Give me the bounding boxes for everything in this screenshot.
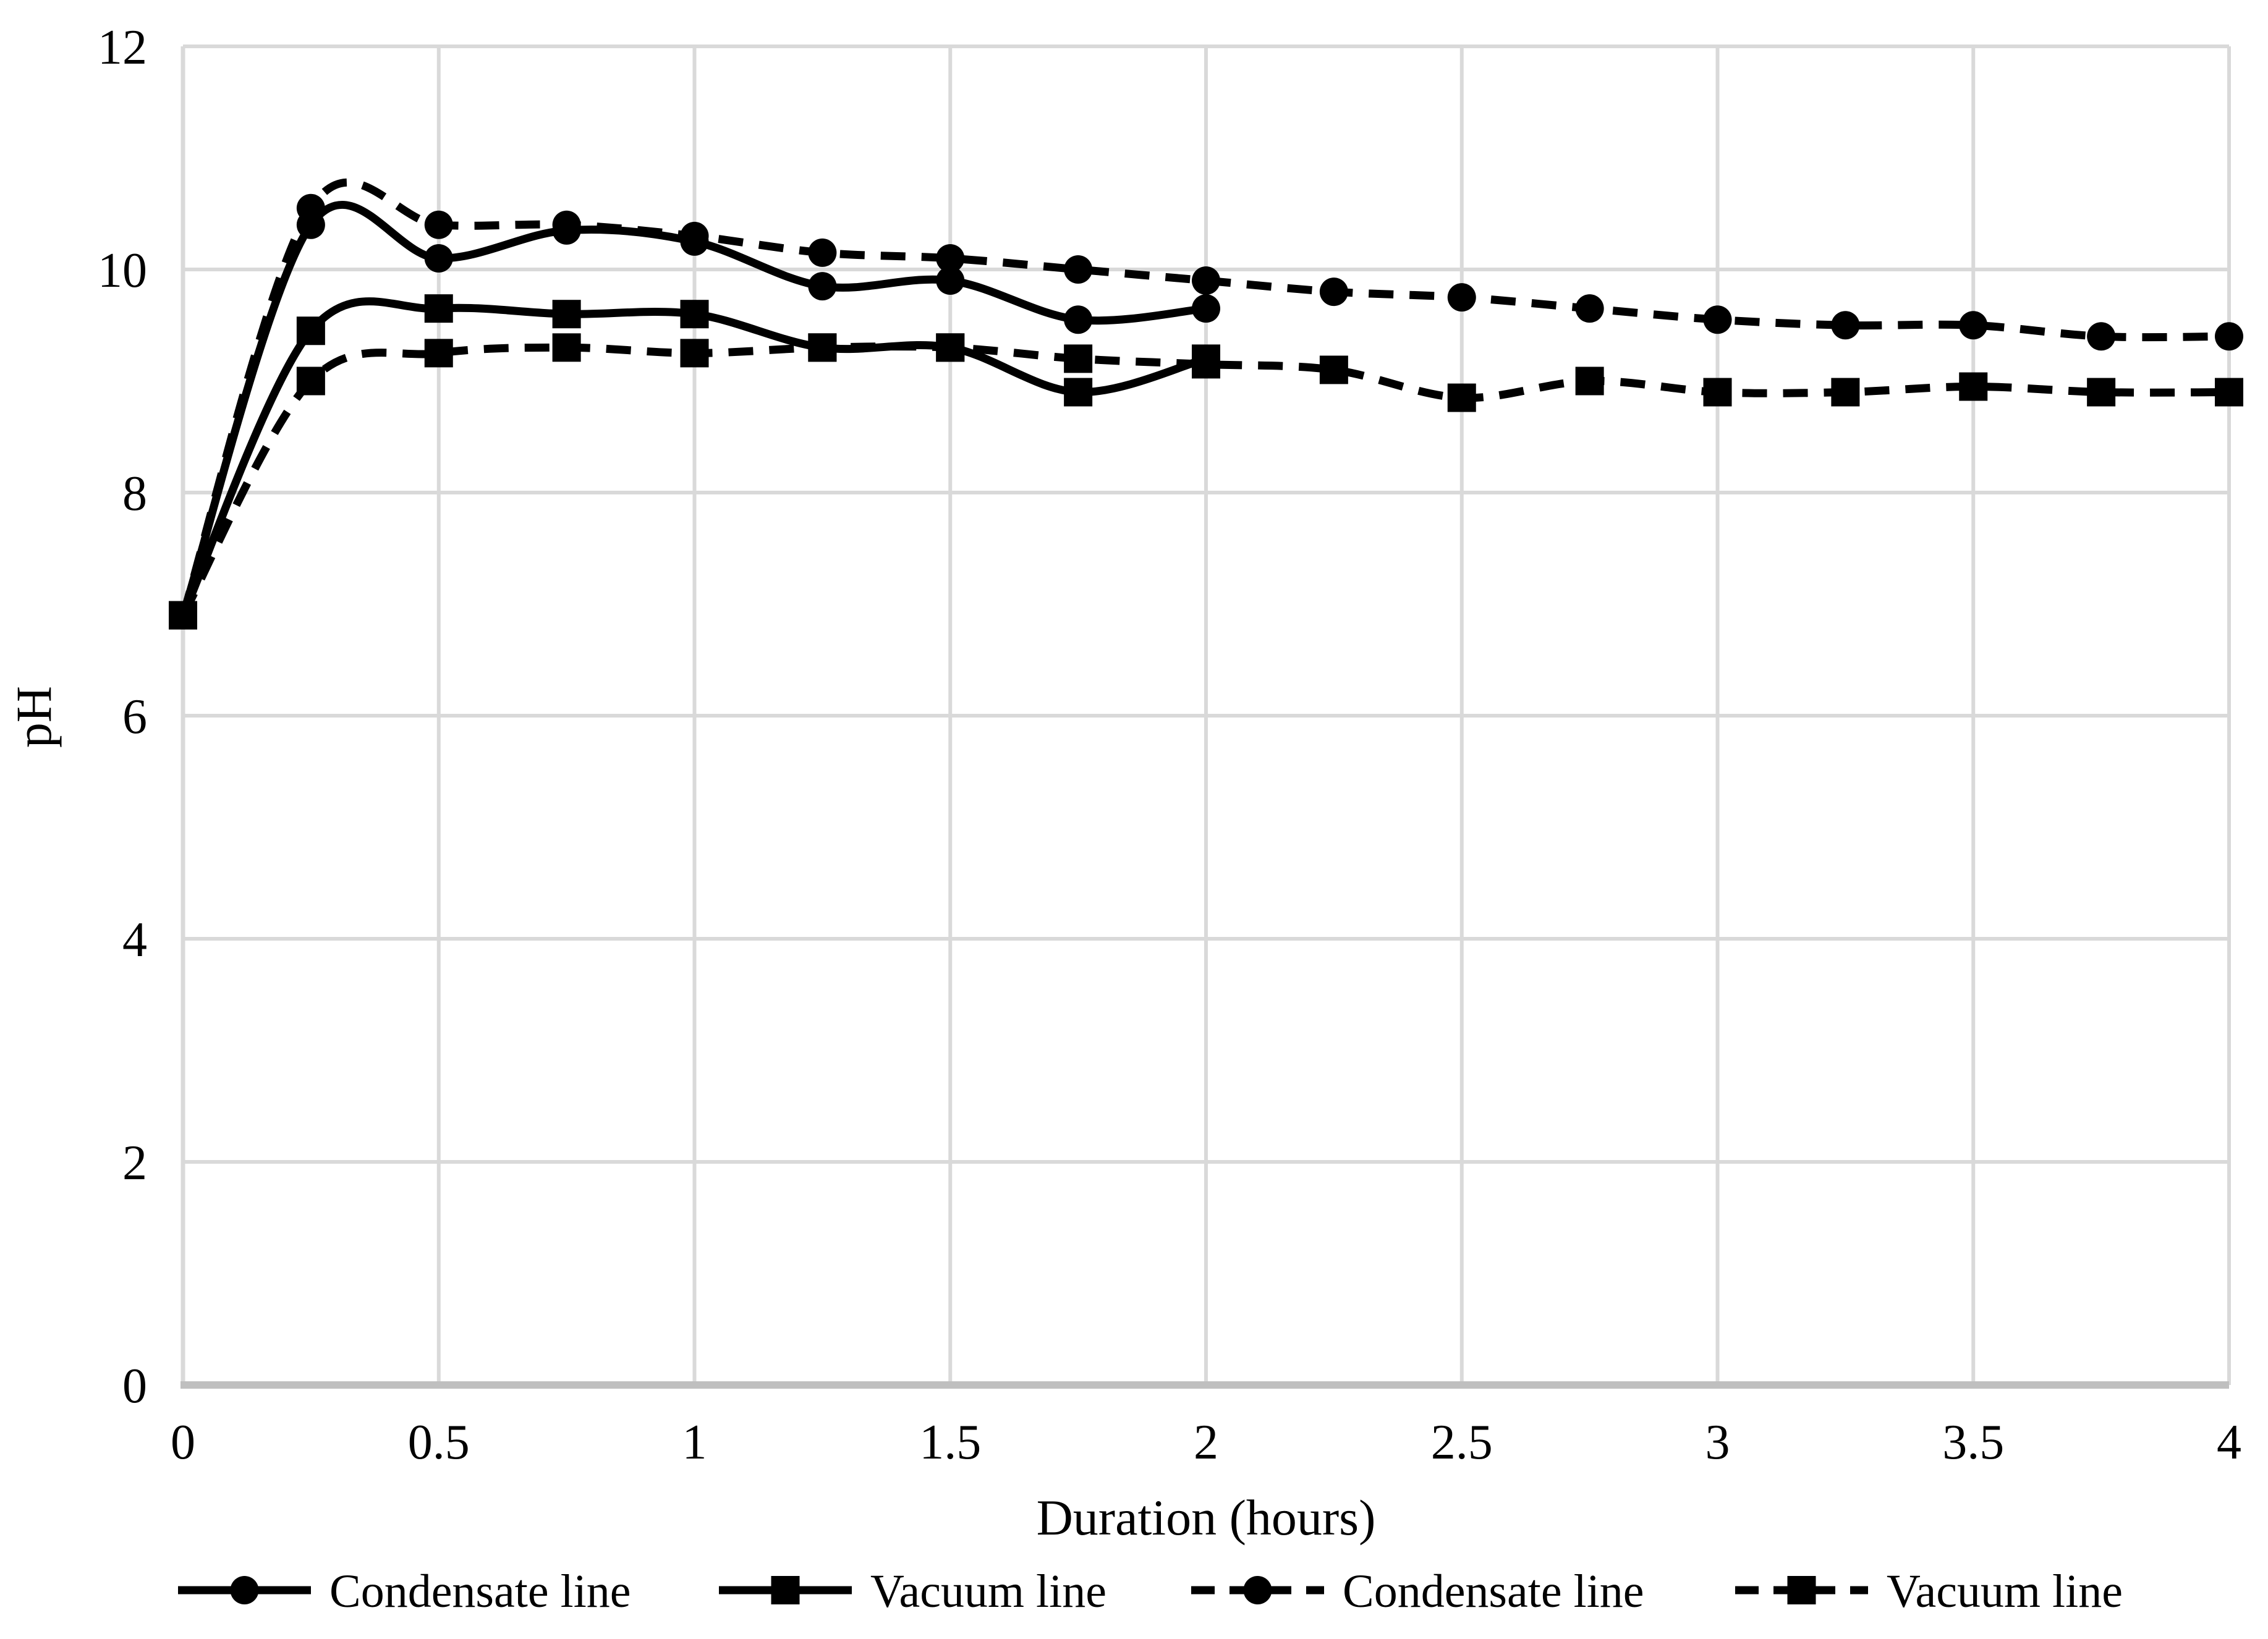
y-tick-label: 4 [122, 913, 147, 967]
legend-item-3: Condensate line [1191, 1565, 1644, 1617]
legend-label: Condensate line [1343, 1565, 1644, 1617]
x-tick-label: 3 [1705, 1415, 1730, 1470]
circle-marker [936, 266, 965, 295]
legend-label: Vacuum line [1887, 1565, 2123, 1617]
circle-marker [1192, 294, 1220, 323]
x-tick-label: 0.5 [408, 1415, 470, 1470]
square-marker [1703, 378, 1732, 407]
circle-marker [808, 238, 837, 267]
square-marker [2215, 378, 2243, 407]
square-marker [1959, 372, 1988, 401]
square-marker [1064, 344, 1093, 373]
square-marker [552, 333, 581, 362]
circle-marker [1831, 311, 1860, 340]
square-marker [552, 300, 581, 329]
square-marker [1575, 366, 1604, 396]
circle-marker [1959, 311, 1988, 340]
square-marker [169, 601, 197, 630]
square-marker [1319, 355, 1348, 384]
series-condensate-line-dashed [169, 178, 2243, 630]
legend-item-1: Condensate line [178, 1565, 631, 1617]
legend: Condensate line Vacuum line Condensate lin… [178, 1565, 2123, 1617]
y-tick-labels: 0 2 4 6 8 10 12 [98, 20, 147, 1413]
square-marker [1064, 378, 1093, 407]
x-axis-title: Duration (hours) [1037, 1489, 1376, 1546]
circle-marker [1575, 294, 1604, 323]
circle-marker [2215, 322, 2243, 351]
circle-marker [2087, 322, 2116, 351]
circle-marker [424, 244, 453, 273]
legend-item-2: Vacuum line [719, 1565, 1106, 1617]
square-marker [936, 333, 965, 362]
circle-marker [424, 210, 453, 239]
circle-marker [1064, 305, 1093, 334]
circle-marker [680, 221, 709, 250]
x-tick-label: 4 [2217, 1415, 2241, 1470]
circle-marker [1192, 266, 1220, 295]
square-marker [296, 366, 325, 396]
circle-marker [1319, 277, 1348, 307]
square-marker [1447, 383, 1476, 412]
series-path [179, 342, 2230, 617]
x-tick-label: 3.5 [1942, 1415, 2004, 1470]
y-tick-label: 0 [122, 1359, 147, 1413]
series-path [179, 178, 2230, 617]
circle-marker [1703, 305, 1732, 334]
y-tick-label: 10 [98, 244, 147, 298]
square-marker [424, 294, 453, 323]
square-marker [680, 300, 709, 329]
circle-marker [230, 1576, 259, 1604]
circle-marker [808, 272, 837, 301]
x-tick-label: 1.5 [919, 1415, 981, 1470]
y-tick-label: 2 [122, 1136, 147, 1190]
x-tick-label: 2.5 [1431, 1415, 1493, 1470]
circle-marker [936, 244, 965, 273]
x-tick-label: 1 [682, 1415, 707, 1470]
square-marker [771, 1576, 800, 1604]
circle-marker [1243, 1576, 1272, 1604]
y-tick-label: 6 [122, 690, 147, 744]
y-tick-label: 8 [122, 467, 147, 521]
legend-label: Vacuum line [870, 1565, 1106, 1617]
y-axis-title: pH [6, 686, 62, 748]
square-marker [296, 316, 325, 345]
legend-label: Condensate line [329, 1565, 631, 1617]
y-tick-label: 12 [98, 20, 147, 75]
series-vacuum-line-dashed [169, 333, 2243, 630]
x-tick-label: 2 [1194, 1415, 1218, 1470]
square-marker [1787, 1576, 1816, 1604]
circle-marker [296, 193, 325, 222]
square-marker [424, 339, 453, 368]
square-marker [1831, 378, 1860, 407]
x-tick-label: 0 [171, 1415, 195, 1470]
circle-marker [1447, 283, 1476, 312]
circle-marker [1064, 255, 1093, 284]
x-tick-labels: 0 0.5 1 1.5 2 2.5 3 3.5 4 [171, 1415, 2241, 1470]
square-marker [680, 339, 709, 368]
legend-item-4: Vacuum line [1735, 1565, 2123, 1617]
square-marker [808, 333, 837, 362]
circle-marker [552, 210, 581, 239]
square-marker [1192, 350, 1220, 379]
square-marker [2087, 378, 2116, 407]
